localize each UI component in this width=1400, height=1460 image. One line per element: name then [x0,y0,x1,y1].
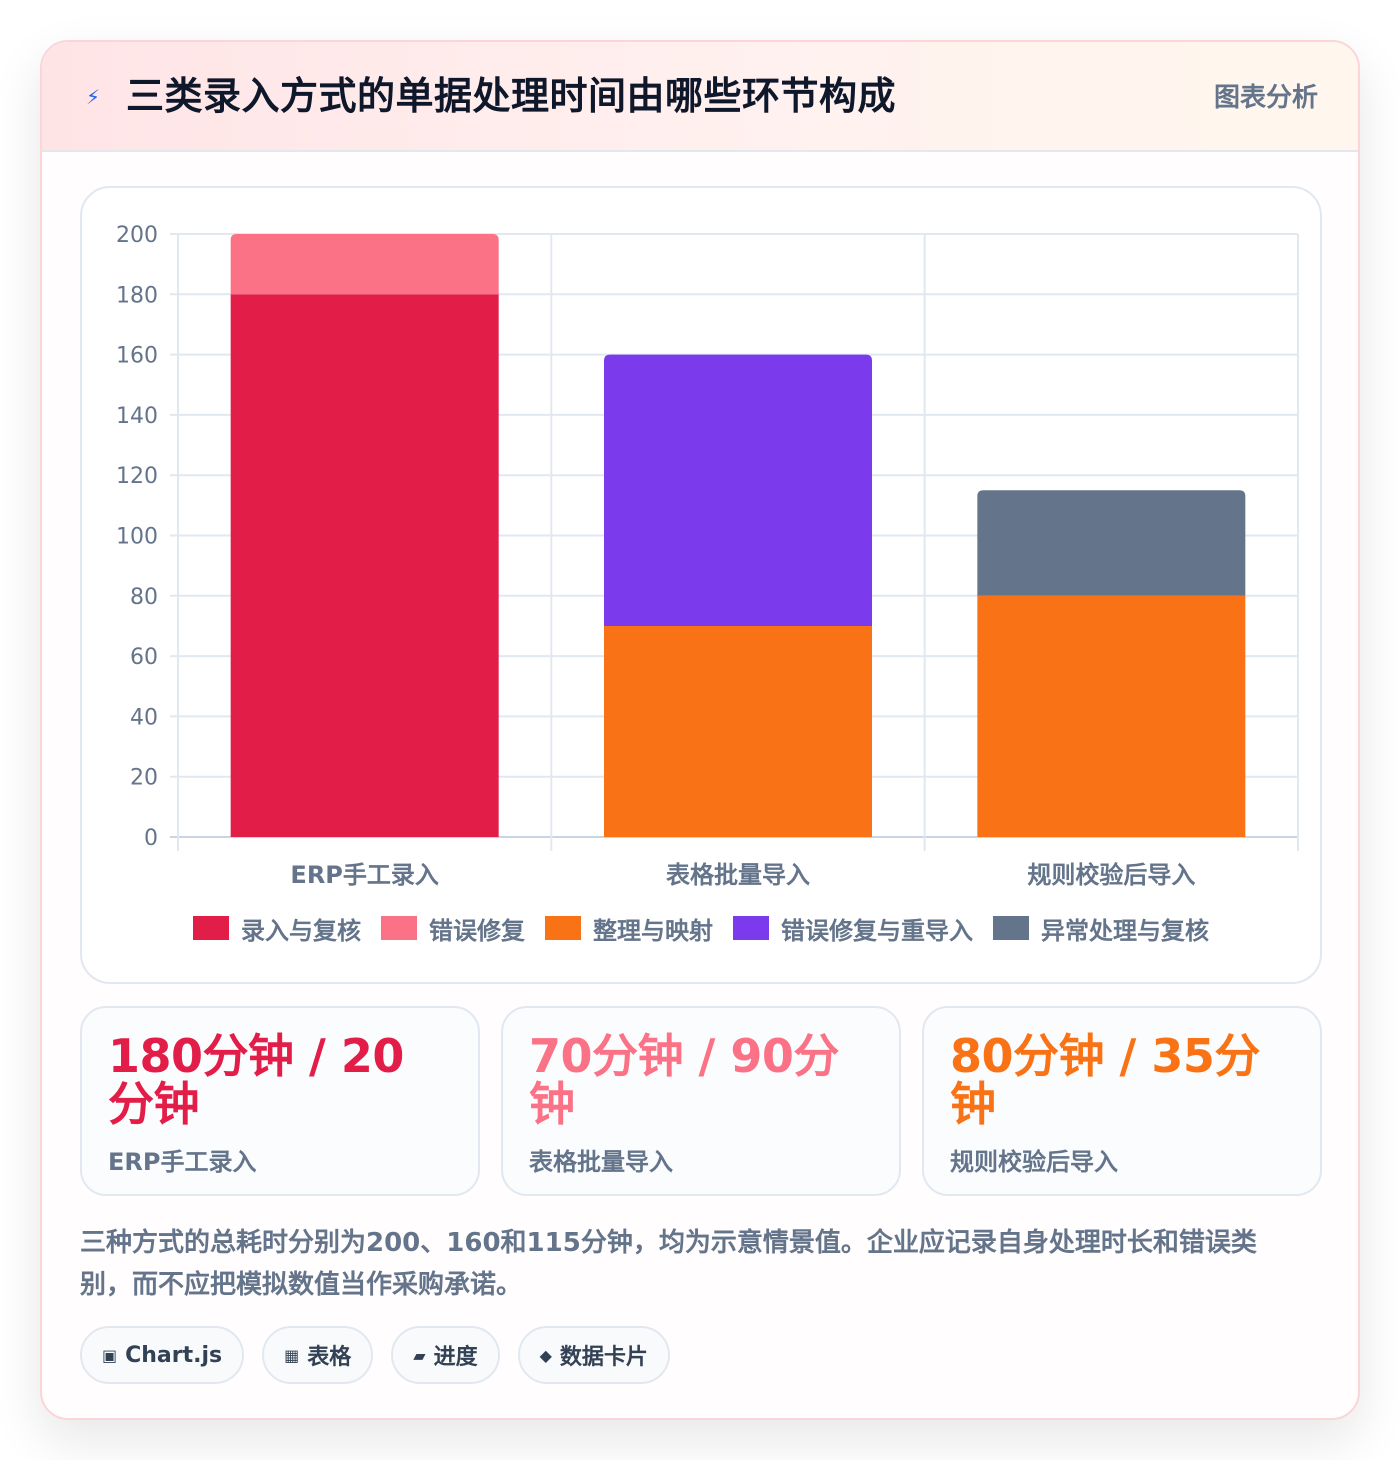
y-tick-label: 20 [130,766,158,791]
stat-value: 180分钟 / 20分钟 [108,1029,404,1131]
header-tag: 图表分析 [1213,83,1318,113]
chart-card: ⚡ 三类录入方式的单据处理时间由哪些环节构成 图表分析 0 20 40 60 80 100… [40,40,1360,1420]
stat-label: ERP手工录入 [108,1148,257,1176]
legend-item[interactable]: 整理与映射 [545,911,713,946]
stat-value: 70分钟 / 90分钟 [529,1029,839,1131]
legend-item[interactable]: 错误修复 [381,911,525,946]
legend-label: 录入与复核 [241,916,361,945]
table-icon: ▦ [284,1345,300,1365]
page-title: 三类录入方式的单据处理时间由哪些环节构成 [126,74,897,118]
y-tick-label: 200 [116,223,158,248]
bar-segment [604,354,872,626]
y-tick-label: 120 [116,464,158,489]
x-tick-label: ERP手工录入 [290,861,438,889]
legend-label: 整理与映射 [593,916,713,945]
x-tick-label: 表格批量导入 [666,861,810,889]
tag-list: ▣ Chart.js ▦ 表格 ▰ 进度 ◆ 数据卡片 [80,1326,670,1384]
y-tick-label: 60 [130,645,158,670]
legend-label: 错误修复 [429,916,525,945]
stat-cards: 180分钟 / 20分钟 ERP手工录入 70分钟 / 90分钟 表格批量导入 … [80,1006,1322,1198]
tag-chartjs[interactable]: ▣ Chart.js [80,1326,245,1384]
chart-icon: ▣ [102,1345,118,1365]
stat-card-erp: 180分钟 / 20分钟 ERP手工录入 [80,1006,480,1196]
legend-label: 异常处理与复核 [1041,916,1209,945]
diamond-icon: ◆ [539,1345,552,1365]
tag-progress[interactable]: ▰ 进度 [391,1326,500,1384]
progress-icon: ▰ [413,1345,426,1365]
x-tick-label: 规则校验后导入 [1027,861,1195,889]
tag-data-card[interactable]: ◆ 数据卡片 [517,1326,670,1384]
y-tick-label: 180 [116,283,158,308]
legend-swatch [193,916,229,940]
legend-swatch [733,916,769,940]
lightning-icon: ⚡ [86,85,101,109]
stat-label: 表格批量导入 [529,1148,673,1176]
y-tick-label: 80 [130,585,158,610]
legend-label: 错误修复与重导入 [781,916,973,945]
legend-swatch [993,916,1029,940]
bar-segment [230,234,499,295]
legend-swatch [545,916,581,940]
bar-segment [977,490,1246,596]
y-tick-label: 40 [130,705,158,730]
card-header: ⚡ 三类录入方式的单据处理时间由哪些环节构成 图表分析 [42,42,1358,152]
stacked-bar-chart: 0 20 40 60 80 100 120 140 160 180 200 ERP手工录入 表格批量导入… [116,223,1299,889]
bar-segment [230,294,499,837]
tag-label: 数据卡片 [559,1345,648,1370]
tag-table[interactable]: ▦ 表格 [262,1326,374,1384]
legend-item[interactable]: 异常处理与复核 [993,911,1209,946]
tag-label: 进度 [433,1345,478,1370]
stat-card-spreadsheet: 70分钟 / 90分钟 表格批量导入 [501,1006,901,1196]
stat-label: 规则校验后导入 [950,1148,1118,1176]
y-tick-label: 160 [116,344,158,369]
chart-legend: 录入与复核 错误修复 整理与映射 错误修复与重导入 异常处理与复核 [82,908,1320,948]
y-tick-label: 140 [116,404,158,429]
legend-item[interactable]: 错误修复与重导入 [733,911,973,946]
stat-value: 80分钟 / 35分钟 [950,1029,1260,1131]
legend-item[interactable]: 录入与复核 [193,911,361,946]
bar-segment [977,595,1246,837]
stat-card-rules: 80分钟 / 35分钟 规则校验后导入 [922,1006,1322,1196]
bar-segment [604,625,872,837]
tag-label: Chart.js [125,1342,223,1368]
y-tick-label: 100 [116,525,158,550]
chart-note: 三种方式的总耗时分别为200、160和115分钟，均为示意情景值。企业应记录自身… [80,1228,1257,1300]
legend-swatch [381,916,417,940]
y-tick-label: 0 [144,826,158,851]
chart-panel: 0 20 40 60 80 100 120 140 160 180 200 ERP手工录入 表格批量导入… [80,186,1322,984]
tag-label: 表格 [307,1345,352,1370]
